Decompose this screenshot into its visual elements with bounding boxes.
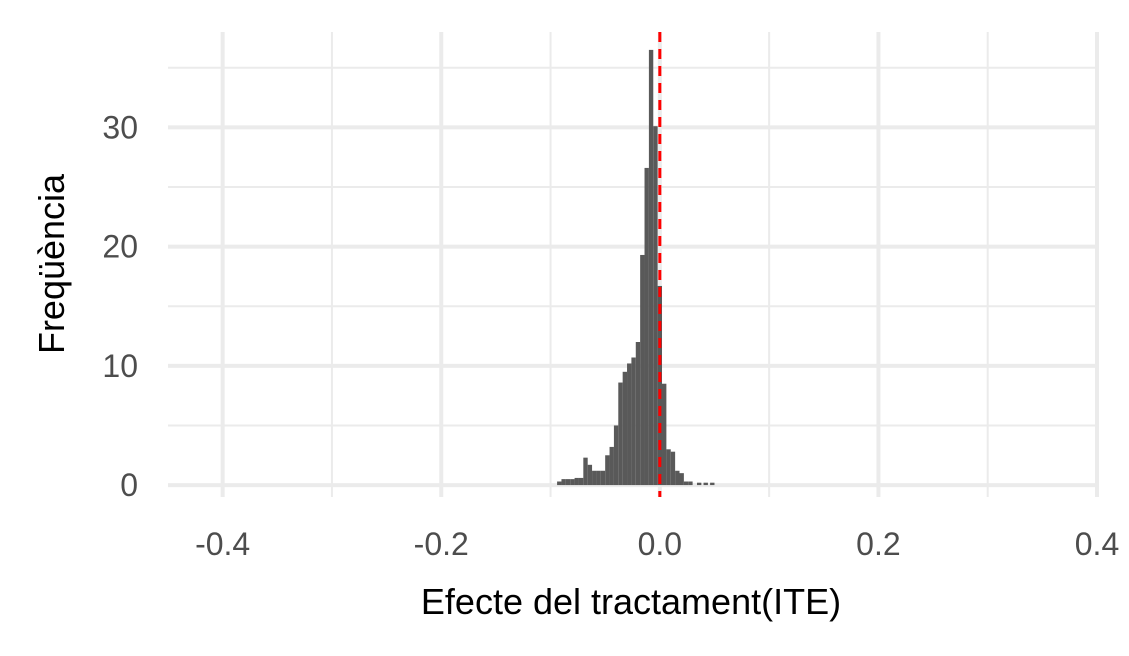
histogram-bar <box>662 383 667 486</box>
histogram-bar <box>596 470 601 486</box>
histogram-bar <box>609 446 614 486</box>
histogram-bar <box>648 49 654 486</box>
y-tick-label: 30 <box>102 109 138 145</box>
histogram-bar <box>696 482 702 486</box>
histogram-bars <box>557 49 715 486</box>
x-tick-label: -0.2 <box>414 526 469 562</box>
y-tick-label: 0 <box>120 467 138 503</box>
histogram-bar <box>605 455 610 486</box>
histogram-bar <box>561 479 566 486</box>
histogram-bar <box>675 470 680 486</box>
histogram-bar <box>613 425 619 486</box>
histogram-bar <box>683 481 689 486</box>
x-tick-label: 0.0 <box>638 526 682 562</box>
histogram-bar <box>635 342 641 486</box>
histogram-bar <box>679 473 684 486</box>
y-tick-label: 10 <box>102 348 138 384</box>
histogram-bar <box>644 167 649 486</box>
histogram-bar <box>640 254 645 486</box>
x-tick-label: 0.4 <box>1075 526 1119 562</box>
histogram-bar <box>657 285 663 486</box>
histogram-bar <box>592 470 597 486</box>
y-tick-labels: 0 10 20 30 <box>102 109 138 503</box>
histogram-bar <box>570 479 575 486</box>
histogram-bar <box>631 357 636 486</box>
y-axis-title: Freqüència <box>31 173 72 354</box>
x-tick-labels: -0.4 -0.2 0.0 0.2 0.4 <box>195 526 1119 562</box>
histogram-bar <box>688 481 693 486</box>
histogram-bar <box>557 481 562 486</box>
histogram-bar <box>653 126 658 486</box>
histogram-bar <box>583 457 588 486</box>
x-tick-label: -0.4 <box>195 526 250 562</box>
histogram-bar <box>587 464 593 486</box>
histogram-bar <box>565 479 571 486</box>
x-tick-label: 0.2 <box>856 526 900 562</box>
x-axis-title: Efecte del tractament(ITE) <box>421 581 841 622</box>
histogram-bar <box>622 371 628 486</box>
histogram-bar <box>703 482 708 486</box>
histogram-bar <box>627 363 632 486</box>
histogram-bar <box>710 482 715 486</box>
histogram-bar <box>618 382 623 486</box>
y-tick-label: 20 <box>102 229 138 265</box>
histogram-bar <box>670 451 676 486</box>
histogram-bar <box>578 477 584 486</box>
histogram-bar <box>600 470 606 486</box>
histogram-bar <box>666 449 671 486</box>
histogram-bar <box>574 477 579 486</box>
